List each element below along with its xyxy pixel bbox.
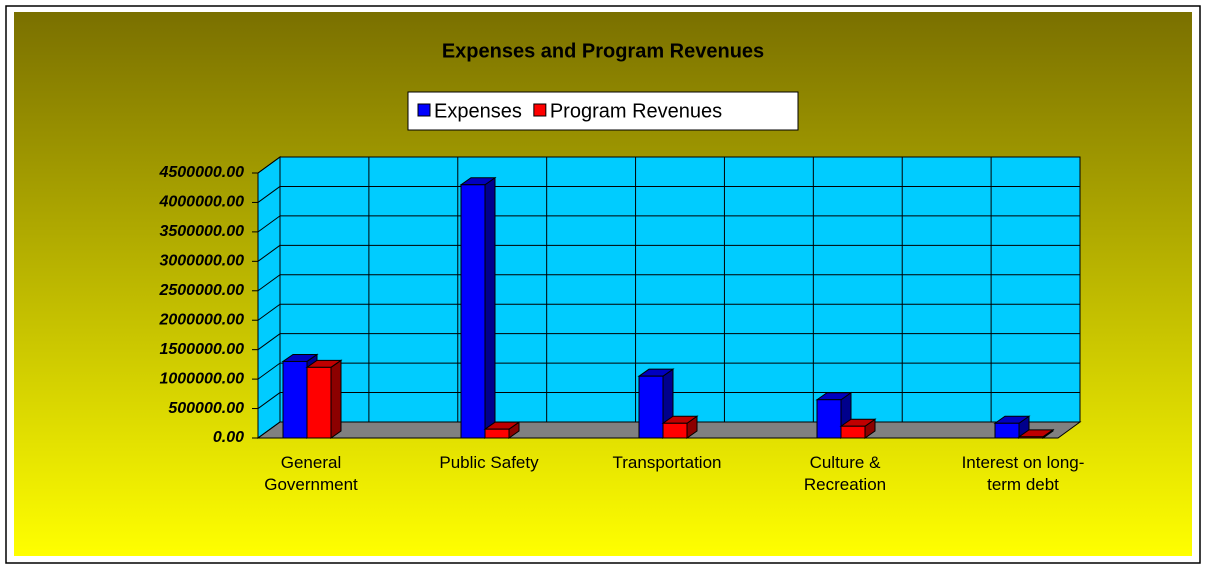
- side-wall: [257, 156, 281, 439]
- grid-line: [257, 421, 281, 439]
- y-tick-label: 500000.00: [168, 400, 244, 417]
- bar-side: [484, 176, 496, 439]
- grid-line: [257, 186, 281, 203]
- bar: [282, 360, 308, 439]
- x-tick-label: Public Safety: [439, 453, 539, 472]
- grid-line: [257, 333, 281, 351]
- legend: [407, 91, 799, 131]
- bar: [306, 366, 332, 439]
- y-tick-label: 4000000.00: [158, 194, 244, 211]
- grid-line: [257, 362, 281, 380]
- bar: [816, 399, 842, 439]
- legend-swatch: [533, 103, 547, 117]
- legend-swatch: [417, 103, 431, 117]
- chart-title: Expenses and Program Revenues: [442, 40, 764, 62]
- legend-label: Expenses: [434, 100, 522, 122]
- bar: [840, 425, 866, 439]
- bar: [460, 184, 486, 439]
- y-tick-label: 3500000.00: [159, 223, 244, 240]
- grid-line: [257, 244, 281, 262]
- y-tick-label: 4500000.00: [158, 164, 244, 181]
- y-tick-label: 0.00: [213, 429, 244, 446]
- y-tick-label: 2500000.00: [158, 282, 244, 299]
- grid-line: [257, 156, 281, 174]
- legend-label: Program Revenues: [550, 100, 722, 122]
- x-tick-label: Transportation: [612, 453, 722, 472]
- bar: [994, 422, 1020, 439]
- bar: [1018, 436, 1044, 439]
- grid-line: [257, 303, 281, 321]
- x-tick-label: Culture & Recreation: [803, 453, 887, 494]
- bar: [638, 375, 664, 439]
- back-wall: [279, 156, 1081, 423]
- x-tick-label: Interest on long-term debt: [961, 453, 1085, 494]
- y-tick-label: 1000000.00: [159, 370, 244, 387]
- y-tick-label: 1500000.00: [159, 341, 244, 358]
- grid-line: [257, 215, 281, 233]
- grid-line: [257, 392, 281, 409]
- bar-side: [330, 359, 342, 439]
- bar: [484, 428, 510, 439]
- x-tick-label: General Government: [264, 453, 358, 494]
- grid-line: [257, 274, 281, 292]
- bar: [662, 422, 688, 439]
- y-tick-label: 2000000.00: [158, 311, 244, 328]
- y-tick-label: 3000000.00: [159, 253, 244, 270]
